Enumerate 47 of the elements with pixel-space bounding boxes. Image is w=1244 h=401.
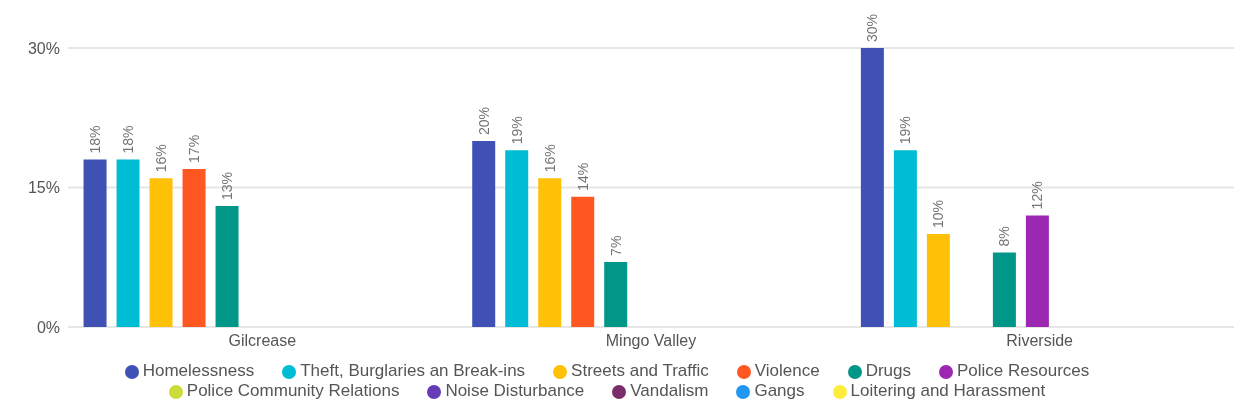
data-label: 8% — [996, 226, 1013, 247]
data-label: 17% — [186, 134, 203, 163]
data-label: 10% — [930, 199, 947, 228]
legend-label: Streets and Traffic — [571, 361, 709, 380]
y-tick-label: 30% — [27, 39, 60, 57]
data-label: 14% — [574, 162, 591, 191]
bar — [182, 168, 206, 327]
x-tick-label: Riverside — [1006, 332, 1074, 350]
bar — [604, 261, 628, 327]
legend-label: Noise Disturbance — [445, 381, 585, 400]
legend-label: Loitering and Harassment — [850, 381, 1046, 400]
bar — [571, 196, 595, 327]
legend-label: Violence — [754, 361, 820, 380]
bar — [1025, 215, 1049, 327]
bar — [538, 178, 562, 327]
data-label: 7% — [607, 235, 624, 256]
y-tick-label: 15% — [27, 179, 60, 197]
bar — [926, 234, 950, 327]
data-label: 30% — [864, 13, 881, 42]
data-label: 20% — [475, 106, 492, 135]
bar — [116, 159, 140, 327]
x-tick-label: Mingo Valley — [605, 332, 697, 350]
legend-label: Drugs — [865, 361, 912, 380]
legend-label: Homelessness — [142, 361, 255, 380]
bar — [472, 141, 496, 327]
data-label: 12% — [1029, 181, 1046, 210]
data-label: 18% — [120, 125, 137, 154]
bar — [860, 48, 884, 327]
bar — [83, 159, 107, 327]
bar — [992, 252, 1016, 327]
data-label: 16% — [541, 144, 558, 173]
legend-label: Police Community Relations — [186, 381, 400, 400]
data-label: 18% — [87, 125, 104, 154]
data-label: 16% — [153, 144, 170, 173]
data-label: 19% — [508, 116, 525, 145]
bar — [149, 178, 173, 327]
legend-label: Police Resources — [957, 361, 1090, 380]
legend-label: Theft, Burglaries an Break-ins — [300, 361, 526, 380]
data-label: 19% — [897, 116, 914, 145]
legend-label: Gangs — [754, 381, 805, 400]
bar — [215, 206, 239, 327]
data-label: 13% — [219, 172, 236, 201]
y-tick-label: 0% — [36, 318, 60, 336]
x-tick-label: Gilcrease — [228, 332, 297, 350]
legend-label: Vandalism — [630, 381, 709, 400]
bar — [505, 150, 529, 327]
bar — [893, 150, 917, 327]
